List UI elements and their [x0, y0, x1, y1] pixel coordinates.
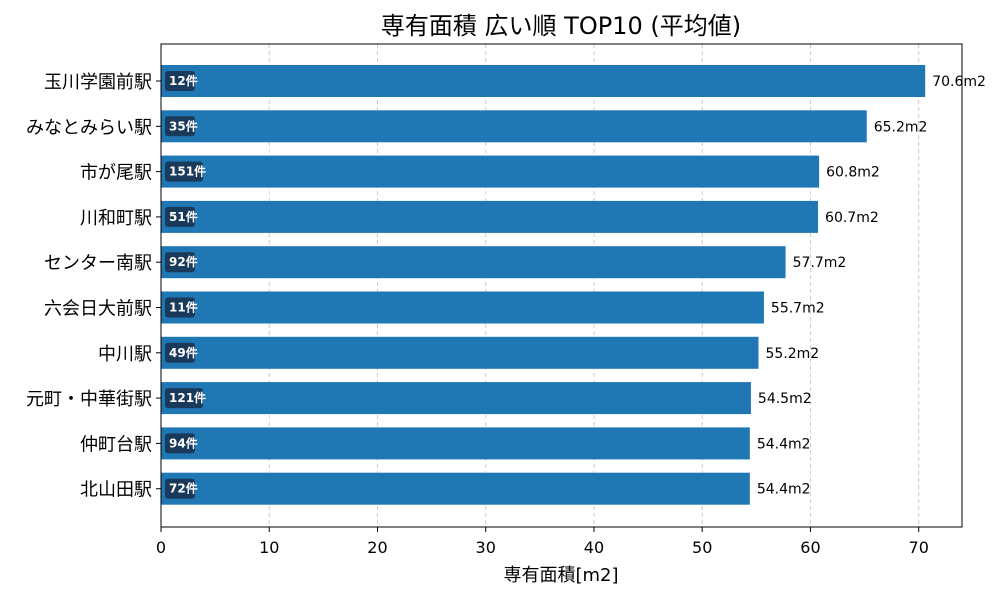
category-label: 仲町台駅 — [80, 434, 152, 455]
count-label: 92件 — [169, 254, 198, 269]
x-tick-label: 50 — [692, 538, 712, 557]
x-tick-label: 20 — [367, 538, 387, 557]
category-label: センター南駅 — [44, 253, 152, 274]
count-label: 35件 — [169, 118, 198, 133]
count-badge — [165, 478, 195, 499]
x-tick-label: 70 — [909, 538, 929, 557]
data-label: 55.2m2 — [766, 346, 820, 362]
category-label: 元町・中華街駅 — [26, 389, 152, 410]
count-label: 49件 — [169, 345, 198, 360]
data-label: 55.7m2 — [771, 301, 825, 317]
data-label: 60.7m2 — [825, 210, 879, 226]
category-label: 川和町駅 — [80, 208, 152, 229]
data-label: 54.4m2 — [757, 436, 811, 452]
count-label: 11件 — [169, 300, 198, 315]
data-label: 57.7m2 — [793, 255, 847, 271]
x-axis-label: 専有面積[m2] — [503, 565, 618, 586]
count-badge — [165, 297, 195, 318]
bar — [161, 382, 751, 415]
count-label: 51件 — [169, 209, 198, 224]
bar — [161, 427, 750, 460]
data-label: 54.5m2 — [758, 391, 812, 407]
bar — [161, 246, 786, 279]
data-label: 60.8m2 — [826, 165, 880, 181]
x-tick-label: 10 — [259, 538, 279, 557]
count-label: 72件 — [169, 481, 198, 496]
x-axis-ticks: 0 10 20 30 40 50 60 70 — [156, 527, 929, 557]
x-tick-label: 60 — [800, 538, 820, 557]
count-badge — [165, 342, 195, 363]
count-badge — [165, 433, 195, 454]
bars: 12件 70.6m2 35件 65.2m2 151件 60.8m2 51件 60.7m2 92件… — [161, 65, 986, 505]
count-label: 12件 — [169, 73, 198, 88]
category-label: 六会日大前駅 — [44, 299, 152, 320]
count-badge — [165, 388, 203, 409]
count-badge — [165, 252, 195, 273]
count-badge — [165, 116, 195, 137]
count-label: 121件 — [169, 390, 206, 405]
bar — [161, 200, 819, 233]
data-label: 70.6m2 — [932, 74, 986, 90]
plot-frame — [160, 43, 963, 528]
category-label: 市が尾駅 — [80, 163, 152, 184]
category-label: みなとみらい駅 — [26, 117, 152, 138]
bar — [161, 155, 820, 188]
bar — [161, 291, 764, 324]
category-label: 中川駅 — [98, 344, 152, 365]
category-label: 北山田駅 — [80, 480, 152, 501]
data-label: 65.2m2 — [874, 119, 928, 135]
count-label: 151件 — [169, 164, 206, 179]
x-tick-label: 0 — [156, 538, 166, 557]
x-tick-label: 40 — [584, 538, 604, 557]
y-axis-categories: 玉川学園前駅みなとみらい駅市が尾駅川和町駅センター南駅六会日大前駅中川駅元町・中… — [26, 72, 161, 501]
count-badge — [165, 206, 195, 227]
data-label: 54.4m2 — [757, 482, 811, 498]
bar — [161, 336, 759, 369]
bar — [161, 110, 867, 143]
chart-title: 専有面積 広い順 TOP10 (平均値) — [381, 12, 741, 40]
bar — [161, 65, 926, 97]
count-label: 94件 — [169, 435, 198, 450]
category-label: 玉川学園前駅 — [44, 72, 152, 93]
bar — [161, 472, 750, 505]
x-tick-label: 30 — [476, 538, 496, 557]
count-badge — [165, 161, 203, 182]
count-badge — [165, 71, 195, 91]
